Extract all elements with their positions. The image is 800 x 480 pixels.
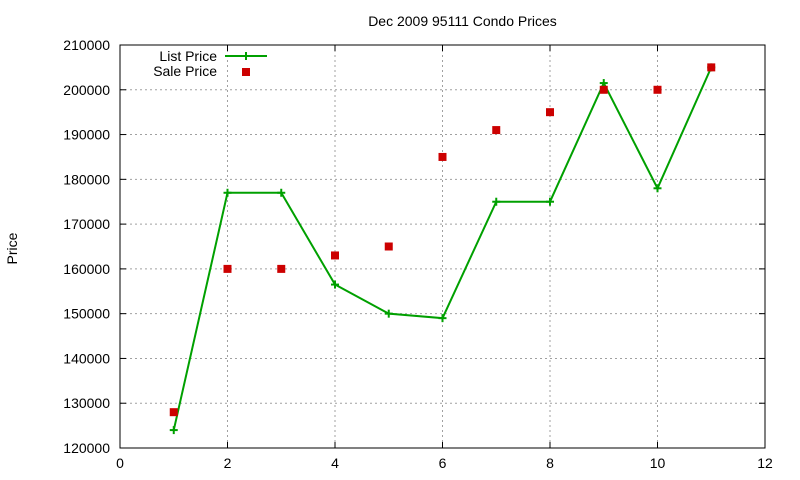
sale-price-point [653, 85, 662, 94]
list-price-point [546, 197, 554, 206]
axis-ticks: 0 2 4 6 8 10 12 120000 130000 140000 150000 160000 1… [63, 37, 773, 471]
y-tick-label: 150000 [63, 306, 110, 322]
y-tick-label: 210000 [63, 37, 110, 53]
list-price-point [653, 184, 662, 193]
y-tick-label: 180000 [63, 171, 110, 187]
sale-price-point [707, 63, 716, 72]
x-tick-label: 6 [439, 455, 447, 471]
list-price-point [492, 197, 501, 206]
sale-price-point [169, 408, 178, 417]
x-tick-label: 0 [116, 455, 124, 471]
x-tick-label: 8 [546, 455, 554, 471]
x-tick-label: 12 [757, 455, 773, 471]
sale-price-point [438, 152, 447, 161]
y-axis-label: Price [4, 232, 20, 264]
sale-price-point [546, 108, 554, 117]
list-price-point [331, 280, 339, 289]
sale-price-point [223, 264, 232, 273]
list-price-point [599, 79, 608, 88]
list-price-point [438, 314, 447, 323]
sale-price-point [277, 264, 286, 273]
y-tick-label: 120000 [63, 440, 110, 456]
legend-square-marker [242, 68, 250, 76]
grid-lines [120, 45, 765, 448]
list-price-point [169, 426, 178, 435]
sale-price-point [384, 242, 393, 251]
x-tick-label: 4 [331, 455, 339, 471]
sale-price-point [331, 251, 339, 260]
x-tick-label: 2 [224, 455, 232, 471]
y-tick-label: 160000 [63, 261, 110, 277]
list-price-point [223, 188, 232, 197]
series-layer [169, 63, 716, 435]
chart-title: Dec 2009 95111 Condo Prices [368, 13, 557, 29]
x-tick-label: 10 [650, 455, 666, 471]
y-tick-label: 200000 [63, 82, 110, 98]
y-tick-label: 170000 [63, 216, 110, 232]
y-tick-label: 190000 [63, 127, 110, 143]
y-tick-label: 130000 [63, 395, 110, 411]
y-tick-label: 140000 [63, 350, 110, 366]
list-price-point [384, 309, 393, 318]
legend-plus-marker [242, 52, 250, 60]
legend-label: Sale Price [153, 63, 217, 79]
list-price-point [277, 188, 286, 197]
sale-price-point [599, 85, 608, 94]
legend-label: List Price [159, 48, 217, 64]
sale-price-point [492, 126, 501, 135]
